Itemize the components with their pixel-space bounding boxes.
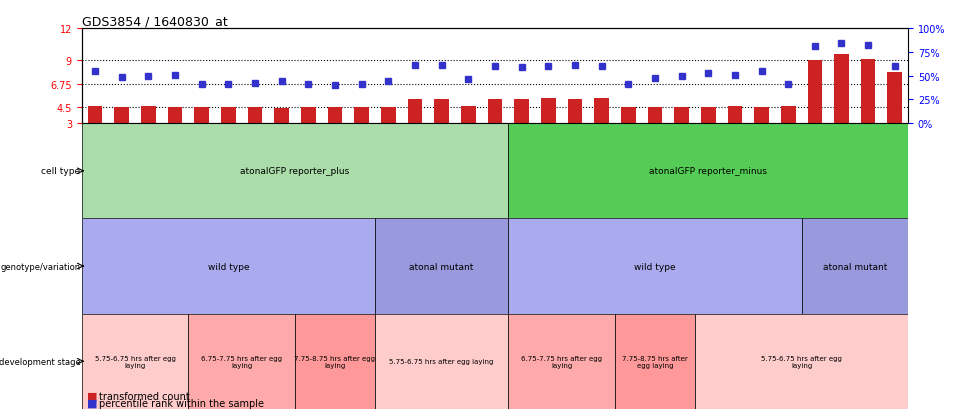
Text: 6.75-7.75 hrs after egg
laying: 6.75-7.75 hrs after egg laying [521, 355, 602, 368]
Bar [82, 219, 375, 314]
Bar [194, 108, 209, 124]
Bar [82, 314, 188, 409]
Text: transformed count: transformed count [99, 391, 189, 401]
Bar [375, 314, 508, 409]
Bar [754, 107, 769, 124]
Bar [541, 99, 555, 124]
Text: 7.75-8.75 hrs after
egg laying: 7.75-8.75 hrs after egg laying [622, 355, 688, 368]
Bar [381, 107, 396, 124]
Text: genotype/variation: genotype/variation [0, 262, 81, 271]
Text: ■: ■ [86, 391, 97, 401]
Bar [834, 55, 849, 124]
Bar [615, 314, 695, 409]
Text: wild type: wild type [208, 262, 249, 271]
Bar [487, 100, 503, 124]
Bar [568, 100, 582, 124]
Text: development stage: development stage [0, 357, 81, 366]
Bar [508, 314, 615, 409]
Bar [301, 108, 315, 124]
Bar [274, 109, 289, 124]
Bar [648, 108, 662, 124]
Bar [508, 124, 908, 219]
Bar [621, 108, 635, 124]
Text: 5.75-6.75 hrs after egg
laying: 5.75-6.75 hrs after egg laying [94, 355, 176, 368]
Bar [701, 107, 716, 124]
Text: atonalGFP reporter_plus: atonalGFP reporter_plus [240, 167, 350, 176]
Text: 6.75-7.75 hrs after egg
laying: 6.75-7.75 hrs after egg laying [201, 355, 283, 368]
Bar [801, 219, 908, 314]
Bar [461, 107, 476, 124]
Text: atonal mutant: atonal mutant [823, 262, 887, 271]
Bar [328, 108, 342, 124]
Bar [355, 108, 369, 124]
Bar [114, 108, 129, 124]
Text: wild type: wild type [634, 262, 676, 271]
Bar [727, 107, 742, 124]
Bar [508, 219, 801, 314]
Bar [295, 314, 375, 409]
Bar [87, 107, 102, 124]
Text: cell type: cell type [41, 167, 81, 176]
Bar [807, 61, 823, 124]
Bar [375, 219, 508, 314]
Bar [141, 107, 156, 124]
Text: 5.75-6.75 hrs after egg laying: 5.75-6.75 hrs after egg laying [389, 358, 494, 364]
Bar [407, 100, 422, 124]
Text: ■: ■ [86, 398, 97, 408]
Bar [594, 99, 609, 124]
Bar [167, 108, 183, 124]
Text: atonal mutant: atonal mutant [409, 262, 474, 271]
Text: atonalGFP reporter_minus: atonalGFP reporter_minus [650, 167, 767, 176]
Bar [675, 108, 689, 124]
Bar [221, 108, 235, 124]
Bar [248, 108, 262, 124]
Bar [434, 100, 449, 124]
Bar [861, 59, 875, 124]
Bar [188, 314, 295, 409]
Bar [695, 314, 908, 409]
Bar [514, 100, 529, 124]
Text: percentile rank within the sample: percentile rank within the sample [99, 398, 264, 408]
Bar [82, 124, 508, 219]
Bar [781, 107, 796, 124]
Text: 7.75-8.75 hrs after egg
laying: 7.75-8.75 hrs after egg laying [294, 355, 376, 368]
Text: 5.75-6.75 hrs after egg
laying: 5.75-6.75 hrs after egg laying [761, 355, 842, 368]
Text: GDS3854 / 1640830_at: GDS3854 / 1640830_at [82, 15, 228, 28]
Bar [888, 73, 902, 124]
